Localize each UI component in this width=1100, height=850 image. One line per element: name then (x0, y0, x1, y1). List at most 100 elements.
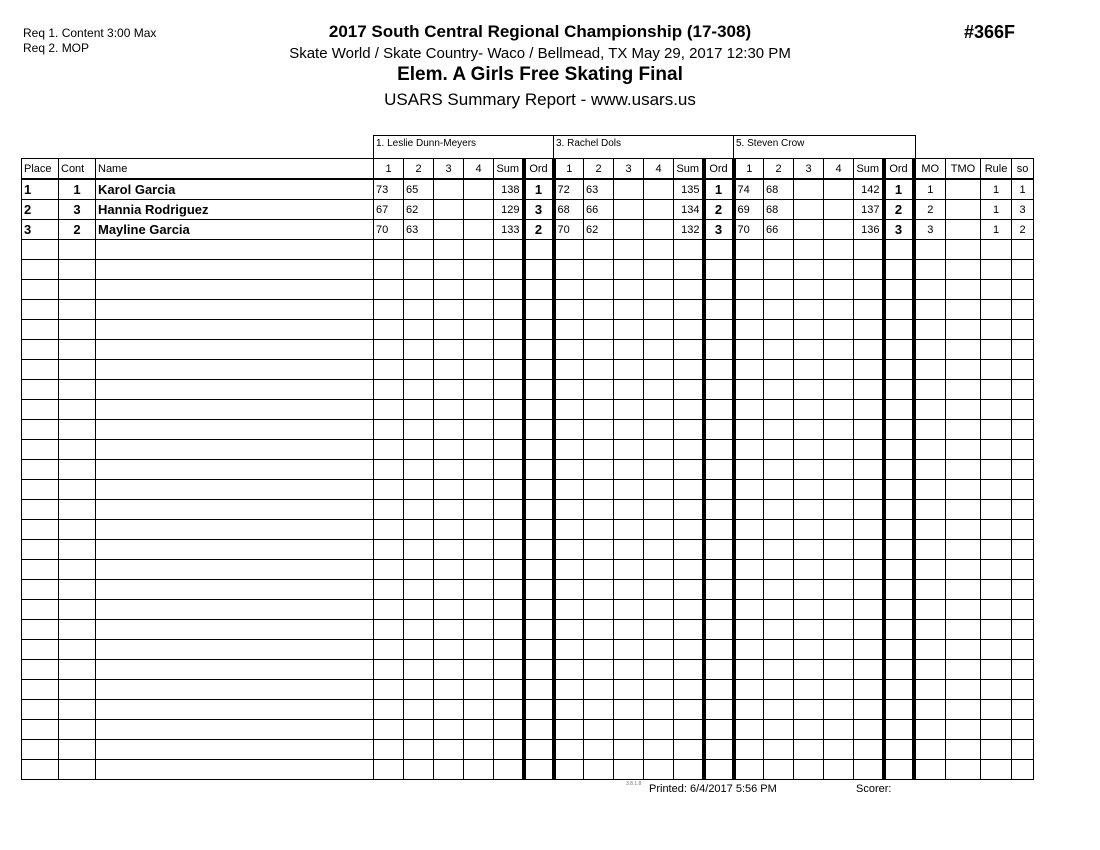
table-cell (673, 239, 704, 260)
table-cell (583, 699, 614, 720)
table-cell (373, 479, 404, 500)
table-cell (373, 539, 404, 560)
table-cell (95, 459, 374, 480)
table-cell (433, 259, 464, 280)
table-cell: 1 (911, 178, 946, 200)
table-cell (583, 459, 614, 480)
table-cell (643, 519, 674, 540)
table-cell (403, 339, 434, 360)
table-cell (521, 579, 554, 600)
table-cell (583, 559, 614, 580)
table-cell (21, 599, 59, 620)
table-cell (980, 679, 1012, 700)
table-cell (1011, 459, 1034, 480)
table-cell (583, 299, 614, 320)
table-cell (763, 279, 794, 300)
table-cell (95, 259, 374, 280)
table-cell (853, 599, 884, 620)
table-cell (21, 439, 59, 460)
table-cell (403, 579, 434, 600)
table-cell (731, 259, 764, 280)
column-header: 1 (731, 158, 764, 180)
table-cell (881, 299, 914, 320)
table-cell (21, 459, 59, 480)
column-header: Ord (881, 158, 914, 180)
table-cell (701, 659, 734, 680)
table-cell (763, 699, 794, 720)
table-cell: 133 (493, 219, 524, 240)
table-cell (583, 579, 614, 600)
table-cell (673, 279, 704, 300)
table-cell (763, 419, 794, 440)
table-cell (521, 659, 554, 680)
table-cell (945, 279, 981, 300)
table-cell (793, 199, 824, 220)
table-cell (21, 259, 59, 280)
table-cell (763, 479, 794, 500)
table-cell (673, 519, 704, 540)
column-header: 2 (403, 158, 434, 180)
table-cell (911, 559, 946, 580)
table-cell (403, 279, 434, 300)
table-cell (95, 319, 374, 340)
table-cell (673, 339, 704, 360)
table-cell (21, 679, 59, 700)
table-cell (701, 359, 734, 380)
table-cell (463, 178, 494, 200)
table-cell (673, 619, 704, 640)
table-cell (881, 359, 914, 380)
table-cell (613, 239, 644, 260)
table-cell: 3 (1011, 199, 1034, 220)
venue-info: Skate World / Skate Country- Waco / Bell… (289, 45, 791, 62)
table-cell (793, 239, 824, 260)
table-cell (763, 319, 794, 340)
table-cell (980, 319, 1012, 340)
table-cell (58, 399, 96, 420)
table-cell (551, 619, 584, 640)
table-cell (1011, 619, 1034, 640)
table-cell (21, 559, 59, 580)
table-cell (373, 559, 404, 580)
table-cell (21, 699, 59, 720)
table-cell (643, 479, 674, 500)
table-cell (463, 479, 494, 500)
table-cell (945, 579, 981, 600)
table-cell (980, 539, 1012, 560)
table-cell (433, 419, 464, 440)
table-cell (793, 719, 824, 740)
table-cell (823, 199, 854, 220)
table-cell (853, 379, 884, 400)
table-cell: 3 (21, 219, 59, 240)
table-cell (673, 719, 704, 740)
table-cell (793, 519, 824, 540)
table-cell: 73 (373, 178, 404, 200)
table-cell (701, 379, 734, 400)
table-cell (21, 359, 59, 380)
table-cell (463, 699, 494, 720)
empty-row (21, 679, 1034, 700)
table-cell (493, 559, 524, 580)
table-cell (58, 339, 96, 360)
table-cell (853, 259, 884, 280)
table-cell (463, 519, 494, 540)
table-cell (853, 239, 884, 260)
table-cell (433, 739, 464, 760)
table-cell (731, 719, 764, 740)
column-header: 2 (763, 158, 794, 180)
table-cell (58, 279, 96, 300)
table-cell (823, 479, 854, 500)
table-cell (21, 399, 59, 420)
table-cell (493, 499, 524, 520)
table-cell: 1 (980, 199, 1012, 220)
table-cell (823, 399, 854, 420)
table-cell (583, 339, 614, 360)
table-cell (731, 499, 764, 520)
table-cell (521, 439, 554, 460)
table-cell (373, 239, 404, 260)
table-cell (881, 539, 914, 560)
table-cell (853, 279, 884, 300)
table-cell (493, 479, 524, 500)
column-header: Rule (980, 158, 1012, 180)
table-cell (551, 679, 584, 700)
table-cell (95, 419, 374, 440)
